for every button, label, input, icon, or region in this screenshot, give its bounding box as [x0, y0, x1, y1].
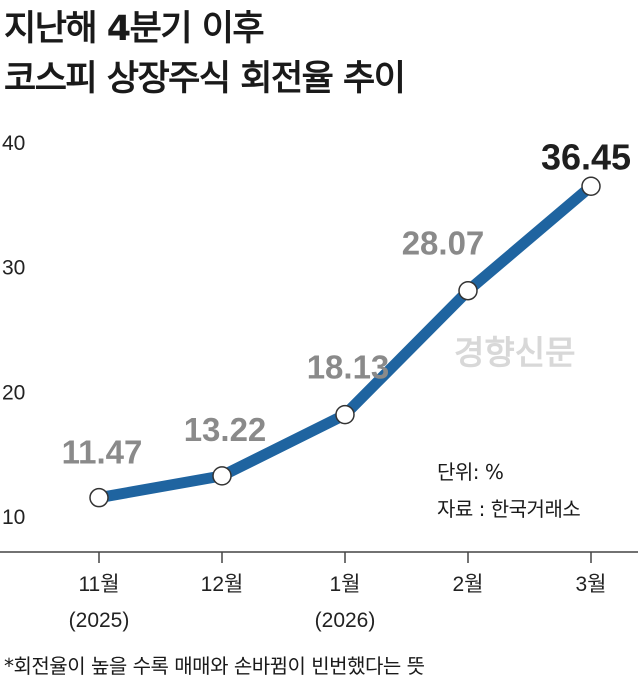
watermark: 경향신문: [454, 333, 576, 372]
data-label: 11.47: [62, 434, 143, 471]
data-point-marker: [335, 404, 355, 425]
x-tick-label: 1월: [330, 573, 361, 596]
x-tick-label: 12월: [201, 573, 244, 596]
chart-series: [89, 176, 601, 508]
x-tick-label: 2월: [453, 573, 484, 596]
y-tick-label: 30: [2, 257, 25, 280]
data-label: 28.07: [402, 225, 485, 262]
data-point-marker: [212, 466, 232, 486]
y-tick-label: 40: [2, 132, 25, 155]
y-tick-label: 20: [2, 381, 25, 404]
data-label: 13.22: [184, 411, 267, 448]
y-tick-label: 10: [2, 506, 25, 529]
x-tick-label: 11월: [78, 573, 119, 596]
x-tick-label: (2026): [315, 609, 376, 632]
data-label: 36.45: [541, 136, 631, 177]
source-note: 자료 : 한국거래소: [437, 497, 581, 521]
x-tick-label: 3월: [576, 573, 607, 596]
chart-labels: 11.47 13.22 18.13 28.07 36.45: [62, 136, 631, 470]
chart-title-line1: 지난해 4분기 이후: [4, 9, 265, 49]
chart-title-line2: 코스피 상장주식 회전율 추이: [4, 59, 406, 99]
data-point-marker: [458, 280, 478, 301]
data-point-marker: [581, 176, 601, 197]
unit-note: 단위: %: [437, 460, 504, 484]
x-tick-label: (2025): [69, 609, 130, 632]
data-point-marker: [89, 487, 109, 508]
chart-axes: 10 20 30 40 11월 (2025) 12월 1월 (2026) 2월 3월: [0, 132, 638, 632]
footnote: *회전율이 높을 수록 매매와 손바뀜이 빈번했다는 뜻: [4, 654, 425, 678]
data-label: 18.13: [307, 349, 390, 386]
